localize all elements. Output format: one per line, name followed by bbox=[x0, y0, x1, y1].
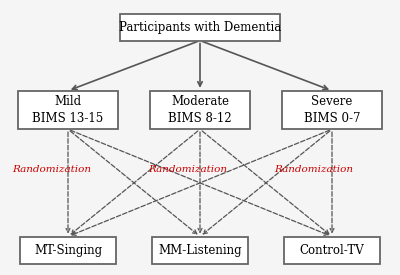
FancyBboxPatch shape bbox=[152, 236, 248, 264]
FancyBboxPatch shape bbox=[282, 91, 382, 129]
FancyBboxPatch shape bbox=[150, 91, 250, 129]
Text: Randomization: Randomization bbox=[274, 165, 353, 174]
FancyBboxPatch shape bbox=[120, 14, 280, 40]
Text: Randomization: Randomization bbox=[12, 165, 91, 174]
Text: Participants with Dementia: Participants with Dementia bbox=[119, 21, 281, 34]
Text: Randomization: Randomization bbox=[148, 165, 227, 174]
FancyBboxPatch shape bbox=[284, 236, 380, 264]
FancyBboxPatch shape bbox=[18, 91, 118, 129]
Text: Mild
BIMS 13-15: Mild BIMS 13-15 bbox=[32, 95, 104, 125]
Text: Control-TV: Control-TV bbox=[300, 244, 364, 257]
FancyBboxPatch shape bbox=[20, 236, 116, 264]
Text: Moderate
BIMS 8-12: Moderate BIMS 8-12 bbox=[168, 95, 232, 125]
Text: MT-Singing: MT-Singing bbox=[34, 244, 102, 257]
Text: Severe
BIMS 0-7: Severe BIMS 0-7 bbox=[304, 95, 360, 125]
Text: MM-Listening: MM-Listening bbox=[158, 244, 242, 257]
